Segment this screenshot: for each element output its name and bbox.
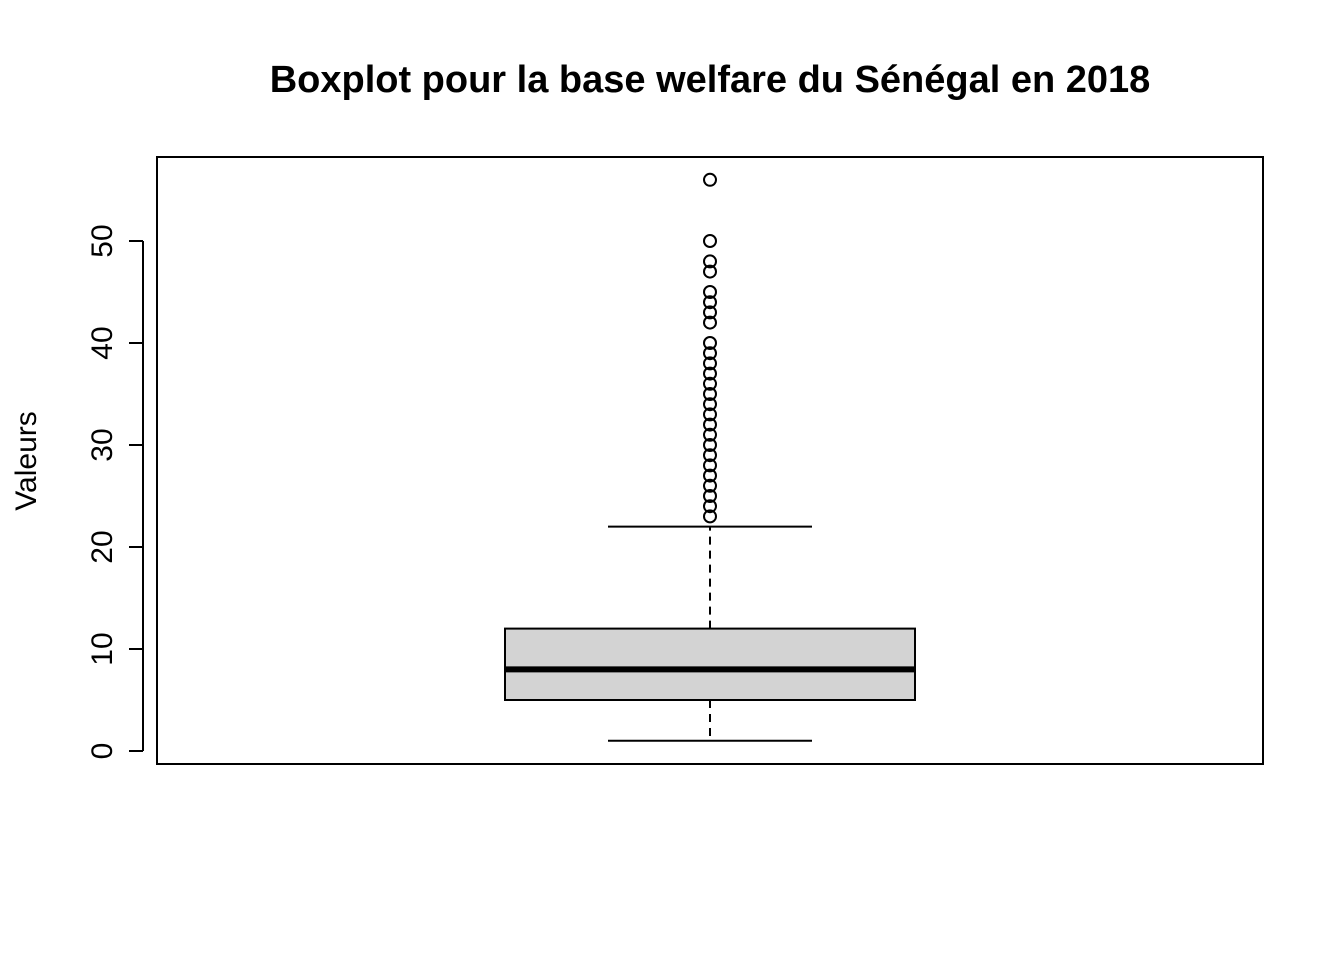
plot-frame: [156, 156, 1264, 765]
y-tick-label: 10: [86, 632, 119, 665]
outlier-point: [703, 376, 717, 391]
outlier-point: [703, 489, 717, 503]
outlier-point: [703, 234, 717, 248]
outlier-point: [703, 397, 717, 412]
y-tick-label: 50: [86, 224, 119, 257]
outlier-point: [703, 336, 717, 350]
outlier-point: [703, 427, 717, 442]
outlier-point: [703, 509, 717, 524]
outlier-point: [703, 407, 717, 422]
outlier-point: [703, 295, 717, 310]
outlier-point: [703, 305, 717, 320]
outlier-points: [703, 172, 717, 524]
outlier-point: [703, 417, 717, 432]
outlier-point: [703, 499, 717, 514]
outlier-point: [703, 172, 717, 187]
chart-title: Boxplot pour la base welfare du Sénégal …: [270, 59, 1151, 101]
outlier-point: [703, 468, 717, 483]
y-tick-label: 20: [86, 530, 119, 563]
outlier-point: [703, 346, 717, 361]
outlier-point: [703, 387, 717, 401]
y-tick-label: 0: [86, 743, 119, 760]
outlier-point: [703, 438, 717, 452]
outlier-point: [703, 254, 717, 269]
outlier-point: [703, 478, 717, 493]
y-tick-label: 30: [86, 428, 119, 461]
outlier-point: [703, 366, 717, 381]
outlier-point: [703, 315, 717, 330]
box-group: [504, 525, 916, 742]
y-axis: 0 10 20 30 40 50: [86, 224, 144, 760]
outlier-point: [703, 356, 717, 371]
iqr-box: [504, 627, 916, 701]
outlier-point: [703, 285, 717, 299]
outlier-point: [703, 264, 717, 279]
y-axis-label: Valeurs: [10, 411, 43, 511]
outlier-point: [703, 458, 717, 473]
outlier-point: [703, 448, 717, 463]
y-tick-label: 40: [86, 326, 119, 359]
